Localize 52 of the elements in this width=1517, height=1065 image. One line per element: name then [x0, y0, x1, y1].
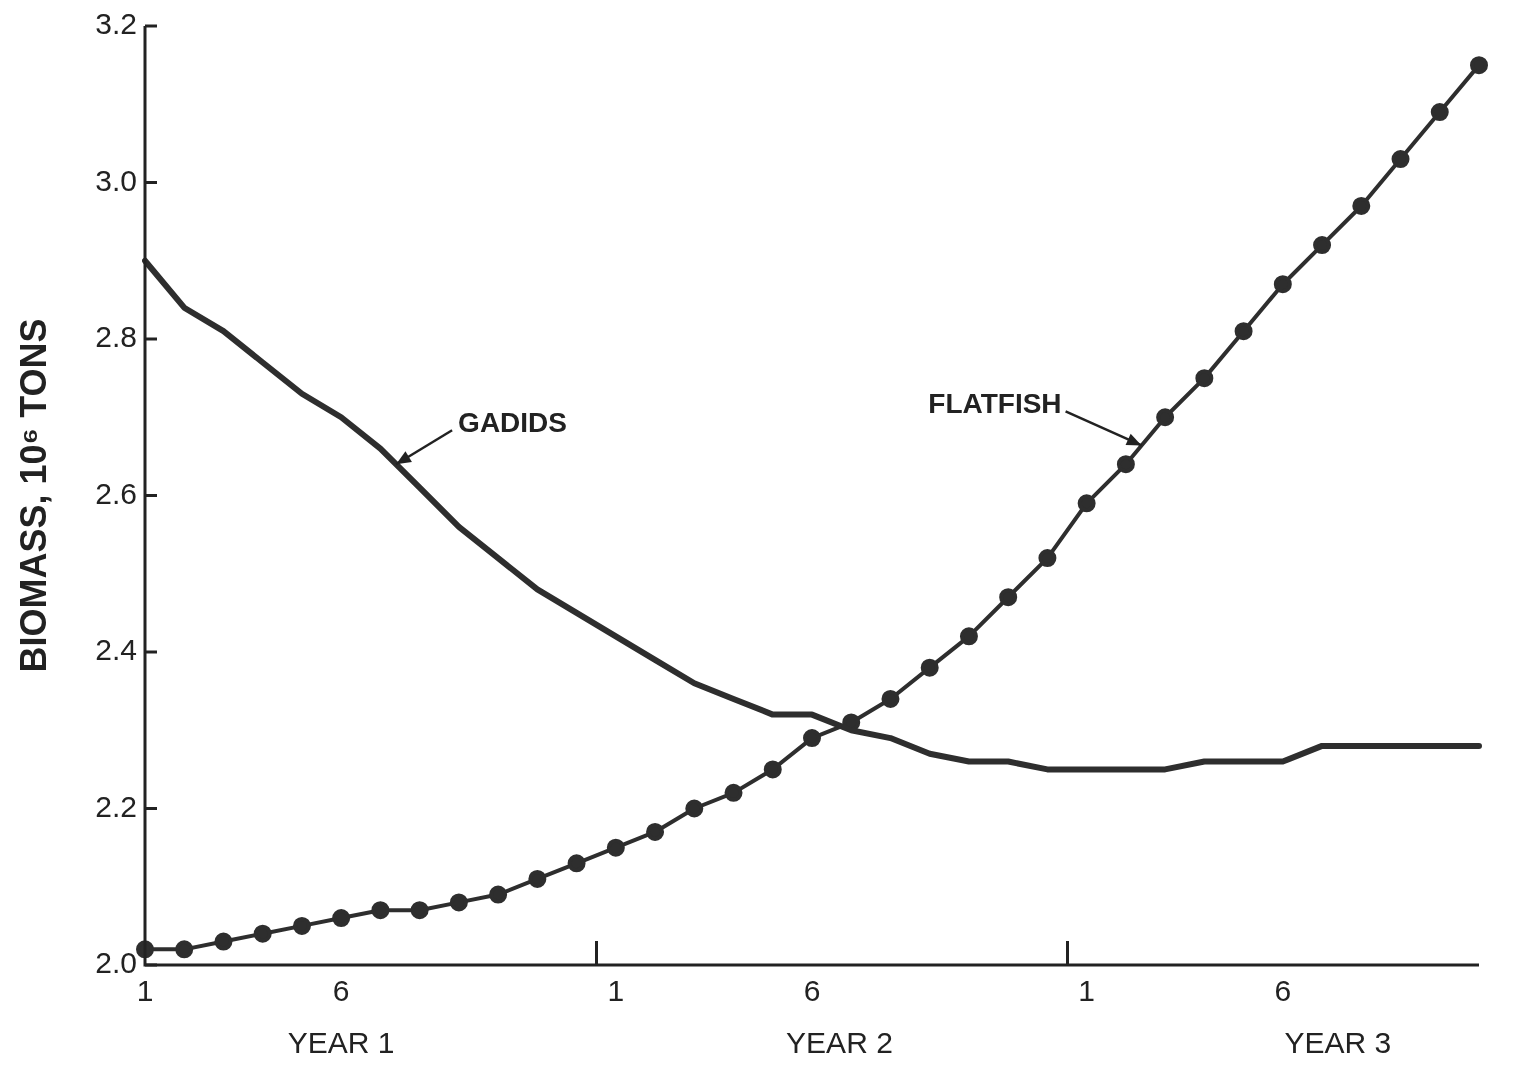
text: YEAR 2 [786, 1026, 893, 1060]
y-tick-label: 2.2 [95, 789, 137, 823]
x-tick-label: 6 [332, 974, 350, 1008]
y-tick-label: 2.0 [95, 946, 137, 980]
point [567, 854, 586, 873]
y-tick-label: 2.4 [95, 633, 137, 667]
point [214, 932, 233, 951]
x-tick-label: 1 [1078, 974, 1095, 1008]
point [763, 760, 782, 779]
point [606, 838, 625, 857]
point [489, 885, 508, 904]
point [646, 822, 665, 841]
point [410, 901, 429, 920]
x-tick-label: 6 [803, 974, 821, 1008]
y-tick-label: 2.6 [95, 476, 137, 510]
text: YEAR 1 [287, 1026, 395, 1060]
point [685, 799, 704, 818]
text: FLATFISH [928, 388, 1062, 420]
point [292, 916, 311, 935]
point [1234, 322, 1253, 341]
point [449, 893, 468, 912]
point [1391, 150, 1410, 169]
point [253, 924, 272, 943]
point [999, 588, 1018, 607]
point [1038, 549, 1057, 568]
point [1470, 56, 1488, 75]
x-tick-label: 1 [607, 974, 625, 1008]
y-tick-label: 3.0 [95, 163, 137, 197]
point [1156, 408, 1175, 427]
point [724, 783, 743, 802]
point [332, 909, 351, 928]
point [1430, 103, 1449, 122]
point [881, 689, 900, 708]
point [1077, 494, 1096, 513]
x-tick-label: 6 [1274, 974, 1292, 1008]
point [1195, 369, 1214, 388]
point [1273, 275, 1292, 294]
y-tick-label: 3.2 [95, 7, 137, 41]
point [803, 729, 821, 748]
x-tick-label: 1 [136, 974, 154, 1008]
point [528, 869, 547, 888]
point [1313, 236, 1332, 255]
point [175, 940, 194, 959]
text: GADIDS [458, 406, 568, 438]
point [371, 901, 390, 920]
y-tick-label: 2.8 [95, 320, 137, 354]
point [1116, 455, 1135, 474]
y-axis-title: BIOMASS, 10⁶ TONS [12, 318, 54, 673]
point [959, 627, 978, 646]
point [920, 658, 939, 677]
text: YEAR 3 [1284, 1026, 1392, 1060]
point [1352, 196, 1371, 215]
